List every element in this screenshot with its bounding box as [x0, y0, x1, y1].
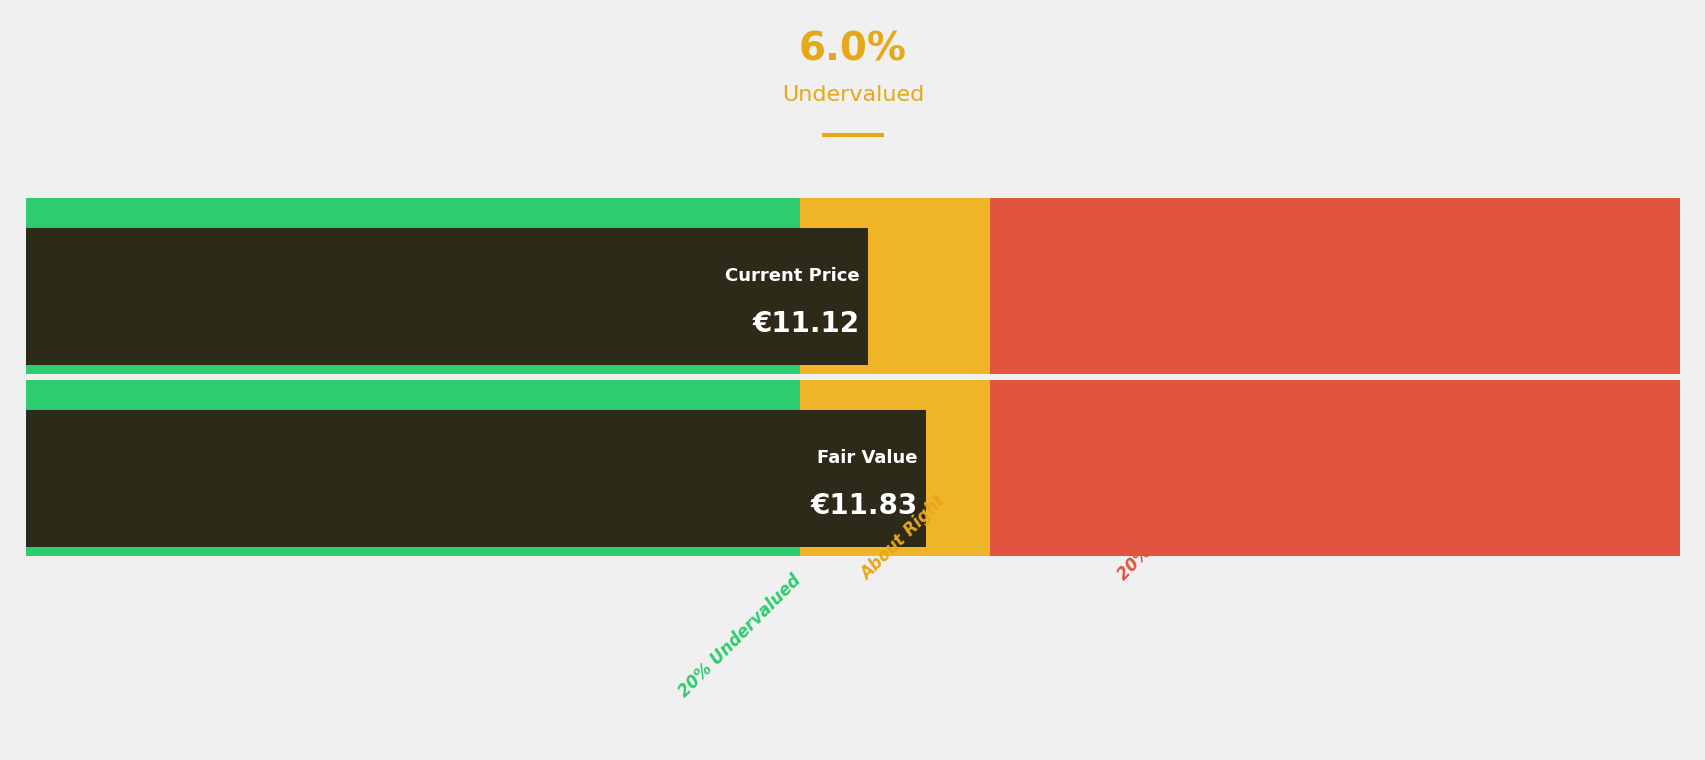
Bar	[800, 198, 991, 228]
Bar	[991, 380, 1679, 410]
Text: About Right: About Right	[856, 492, 948, 584]
Bar	[26, 228, 800, 365]
Bar	[26, 410, 800, 547]
Bar	[991, 198, 1679, 228]
Bar	[800, 364, 991, 374]
Text: 20% Undervalued: 20% Undervalued	[673, 572, 803, 701]
Bar	[800, 380, 991, 410]
Bar	[26, 546, 800, 556]
Text: Fair Value: Fair Value	[817, 449, 917, 467]
Text: Current Price: Current Price	[725, 267, 859, 285]
Text: 6.0%: 6.0%	[798, 30, 907, 68]
Text: €11.12: €11.12	[752, 310, 859, 337]
Bar	[800, 228, 991, 365]
Bar	[991, 364, 1679, 374]
Bar	[800, 546, 991, 556]
Bar	[26, 364, 800, 374]
Bar	[991, 228, 1679, 365]
Bar	[991, 410, 1679, 547]
Bar	[26, 410, 926, 547]
Bar	[26, 380, 800, 410]
Bar	[26, 198, 800, 228]
Bar	[800, 410, 991, 547]
Bar	[991, 546, 1679, 556]
Text: 20% Overvalued: 20% Overvalued	[1113, 464, 1234, 584]
Text: Undervalued: Undervalued	[781, 85, 924, 105]
Text: €11.83: €11.83	[810, 492, 917, 520]
Bar	[26, 228, 868, 365]
